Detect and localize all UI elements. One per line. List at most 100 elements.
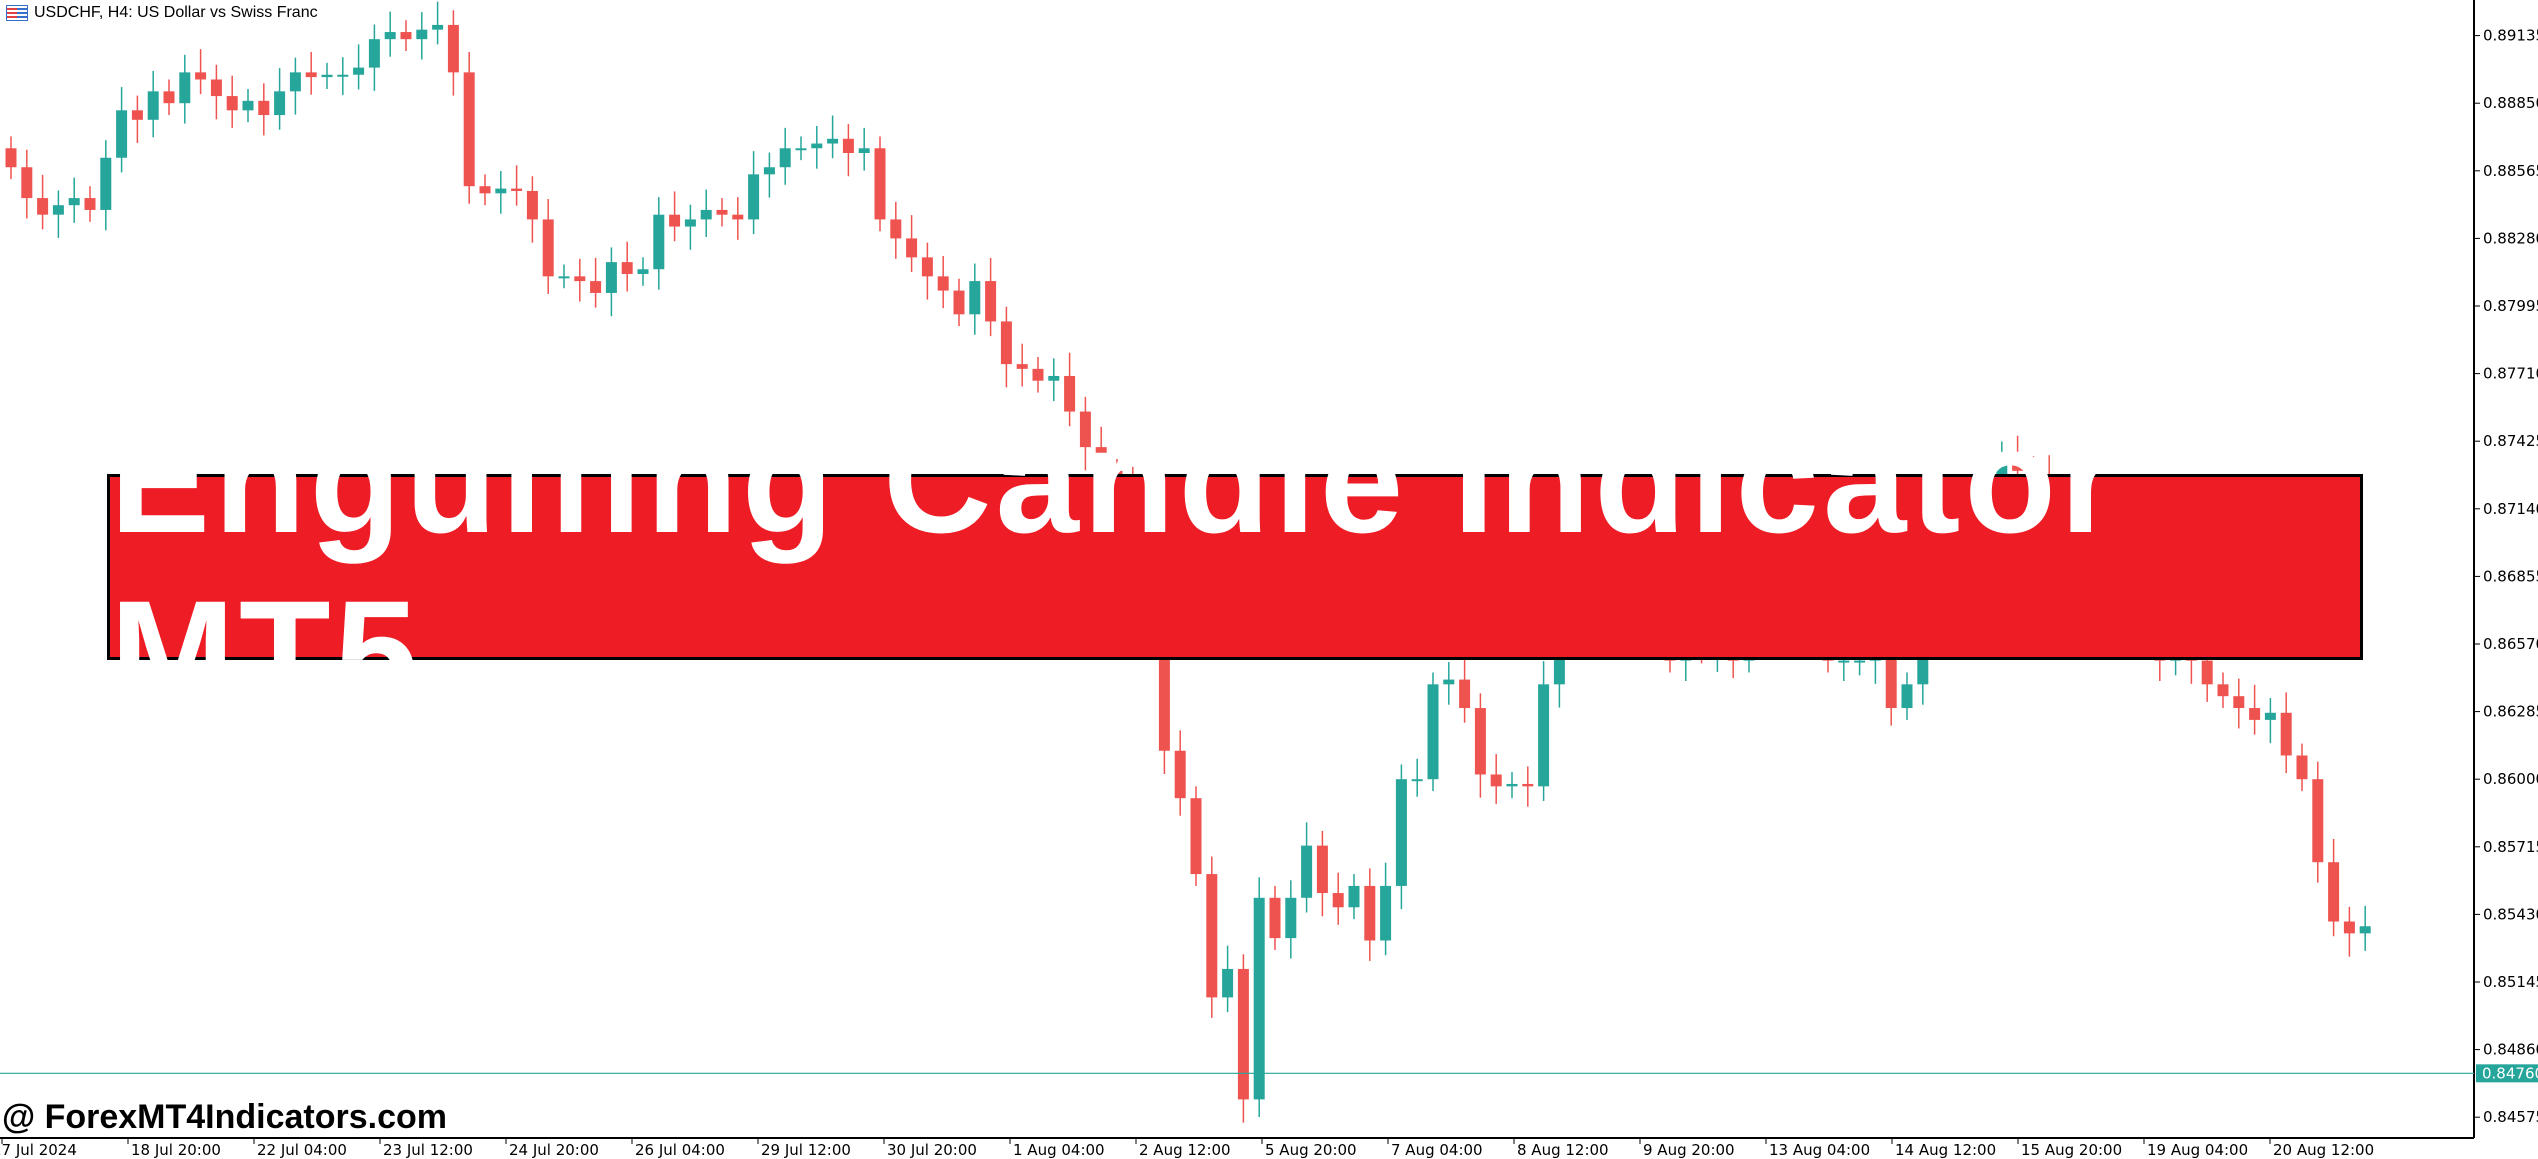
candle-bear	[210, 79, 222, 97]
candle-bull	[1854, 660, 1866, 663]
candle-bear	[921, 257, 933, 277]
chart-title-text: USDCHF, H4: US Dollar vs Swiss Franc	[34, 4, 318, 21]
y-tick-label: 0.89135	[2483, 27, 2538, 45]
x-tick-label: 29 Jul 12:00	[761, 1141, 851, 1159]
candle-bear	[2233, 696, 2245, 709]
x-tick-label: 2 Aug 12:00	[1139, 1141, 1231, 1159]
candle-bull	[858, 148, 870, 154]
candle-bull	[1411, 779, 1423, 782]
candle-bear	[1190, 798, 1202, 875]
candle-bull	[2264, 712, 2276, 720]
candle-bear	[890, 219, 902, 239]
y-tick-label: 0.87995	[2483, 297, 2538, 315]
candle-bear	[906, 238, 918, 258]
candle-bull	[811, 143, 823, 149]
candle-bull	[100, 157, 112, 210]
candle-bull	[1538, 684, 1550, 787]
candle-bull	[1380, 885, 1392, 941]
candle-bear	[1111, 470, 1123, 476]
candle-bull	[558, 276, 570, 279]
candle-bear	[84, 198, 96, 210]
candle-bear	[2296, 755, 2308, 780]
candle-bear	[1522, 783, 1534, 787]
candle-bear	[479, 186, 491, 194]
x-tick-label: 14 Aug 12:00	[1895, 1141, 1996, 1159]
candle-bull	[242, 100, 254, 111]
candle-bull	[1427, 684, 1439, 780]
chart-title: USDCHF, H4: US Dollar vs Swiss Franc	[6, 4, 318, 22]
candle-bear	[1490, 774, 1502, 787]
candle-bear	[669, 214, 681, 227]
candle-bull	[68, 198, 80, 206]
candle-bear	[2249, 708, 2261, 720]
candle-bull	[384, 32, 396, 40]
x-tick-label: 18 Jul 20:00	[131, 1141, 221, 1159]
candle-bear	[1174, 750, 1186, 799]
candle-bull	[1395, 779, 1407, 886]
candle-bull	[779, 148, 791, 168]
y-tick-label: 0.86855	[2483, 567, 2538, 585]
candle-bull	[2359, 926, 2371, 934]
candle-bear	[1095, 447, 1107, 471]
candle-bull	[700, 209, 712, 220]
candle-bear	[1316, 845, 1328, 894]
candle-bear	[1206, 874, 1218, 998]
candle-bear	[463, 72, 475, 187]
candle-bear	[542, 219, 554, 277]
candle-bear	[1000, 321, 1012, 365]
candle-bear	[2280, 712, 2292, 756]
candle-bear	[2201, 660, 2213, 685]
y-tick-label: 0.84575	[2483, 1108, 2538, 1126]
candle-bull	[116, 110, 128, 158]
current-price-label: 0.84760	[2482, 1064, 2538, 1082]
x-tick-label: 15 Aug 20:00	[2021, 1141, 2122, 1159]
candle-bull	[1253, 897, 1265, 1100]
candle-bear	[985, 281, 997, 322]
candle-bull	[605, 262, 617, 293]
candle-bull	[353, 67, 365, 75]
x-tick-label: 23 Jul 12:00	[383, 1141, 473, 1159]
candle-bear	[37, 198, 49, 215]
y-tick-label: 0.85145	[2483, 973, 2538, 991]
candle-bear	[5, 148, 17, 168]
candle-bull	[147, 91, 159, 120]
candle-bear	[1079, 411, 1091, 448]
candle-bull	[1348, 885, 1360, 908]
candle-bear	[1032, 368, 1044, 381]
x-tick-label: 1 Aug 04:00	[1013, 1141, 1105, 1159]
candle-bear	[1269, 897, 1281, 939]
candle-bull	[684, 219, 696, 227]
y-tick-label: 0.86285	[2483, 703, 2538, 721]
current-price-badge	[2476, 1064, 2538, 1083]
candle-bear	[21, 167, 33, 199]
candle-bull	[1301, 845, 1313, 898]
candle-bear	[590, 281, 602, 293]
candle-bear	[2012, 458, 2024, 471]
x-tick-label: 7 Aug 04:00	[1391, 1141, 1483, 1159]
candle-bear	[305, 72, 317, 78]
candle-bull	[795, 148, 807, 151]
x-tick-label: 19 Aug 04:00	[2147, 1141, 2248, 1159]
candle-bull	[969, 281, 981, 315]
candle-bear	[937, 276, 949, 291]
x-tick-label: 30 Jul 20:00	[887, 1141, 977, 1159]
candle-bear	[195, 72, 207, 80]
x-tick-label: 13 Aug 04:00	[1769, 1141, 1870, 1159]
candle-bear	[874, 148, 886, 220]
candle-bull	[1553, 636, 1565, 685]
candle-bull	[1901, 684, 1913, 709]
candle-bull	[748, 174, 760, 220]
x-tick-label: 22 Jul 04:00	[257, 1141, 347, 1159]
candle-bear	[2027, 470, 2039, 476]
candle-bear	[526, 190, 538, 220]
x-tick-label: 17 Jul 2024	[0, 1141, 77, 1159]
candle-bear	[258, 100, 270, 116]
candle-bear	[400, 32, 412, 40]
candle-bear	[1364, 885, 1376, 941]
chart-window-icon	[6, 5, 28, 21]
